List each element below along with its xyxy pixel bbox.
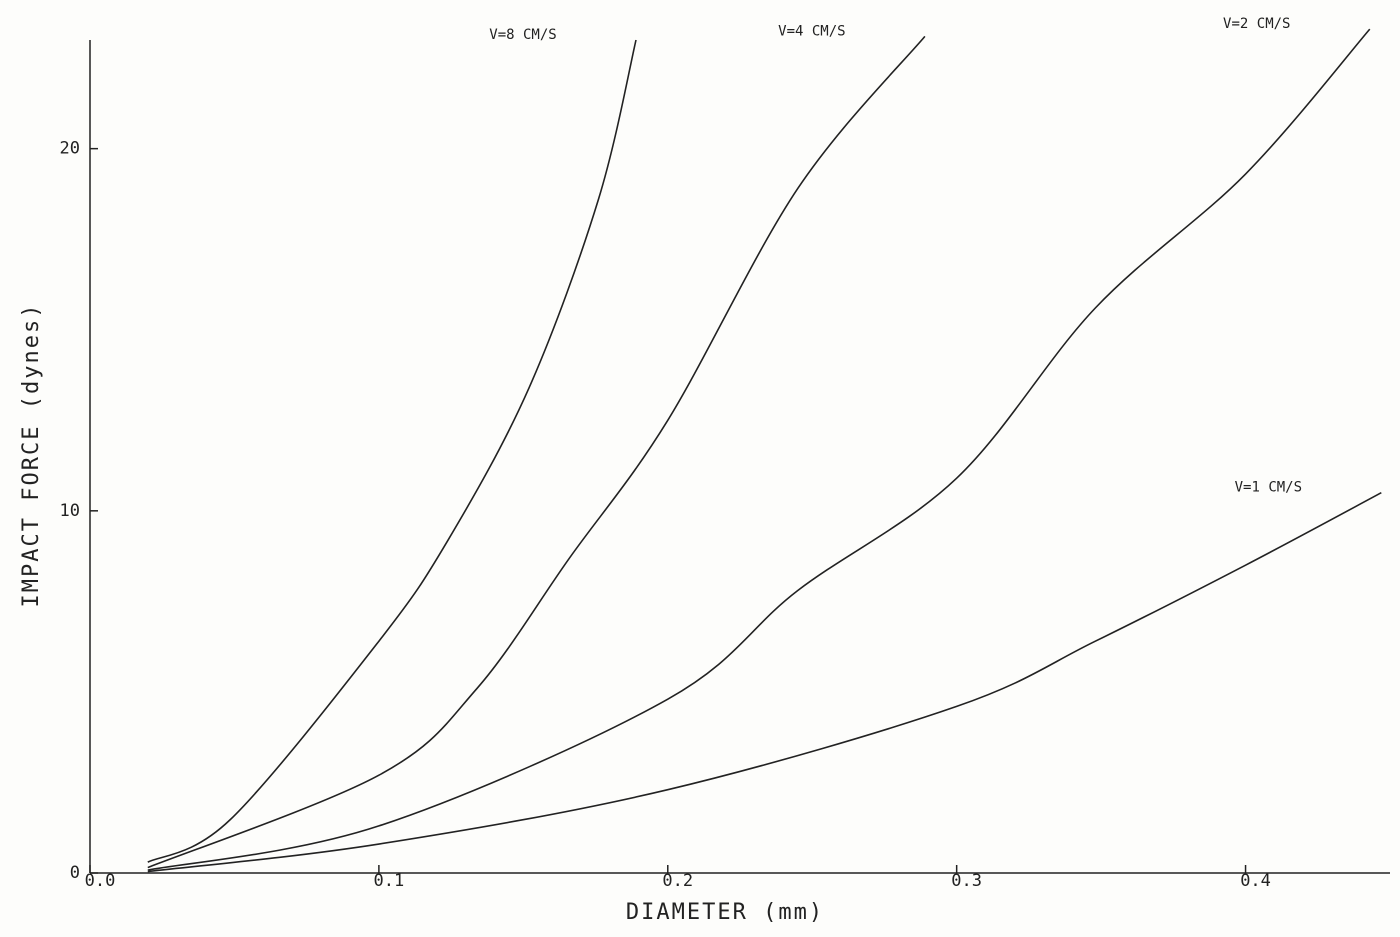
- x-tick-label: 0.1: [374, 871, 405, 891]
- series-label: V=4 CM/S: [778, 23, 845, 39]
- series-label: V=1 CM/S: [1235, 480, 1302, 496]
- y-tick-label: 20: [60, 139, 80, 159]
- series-line: [147, 35, 926, 869]
- y-tick-label: 0: [70, 863, 80, 883]
- x-tick-label: 0.0: [85, 871, 116, 891]
- series-line: [147, 28, 1371, 871]
- x-tick-label: 0.2: [662, 871, 693, 891]
- series-label: V=8 CM/S: [489, 27, 556, 43]
- y-tick-label: 10: [60, 501, 80, 521]
- series-label: V=2 CM/S: [1223, 16, 1290, 32]
- series-line: [147, 39, 637, 863]
- y-axis-label: IMPACT FORCE (dynes): [19, 303, 44, 608]
- x-axis-label: DIAMETER (mm): [626, 900, 824, 925]
- series-line: [147, 492, 1382, 873]
- x-tick-label: 0.3: [951, 871, 982, 891]
- x-tick-label: 0.4: [1240, 871, 1271, 891]
